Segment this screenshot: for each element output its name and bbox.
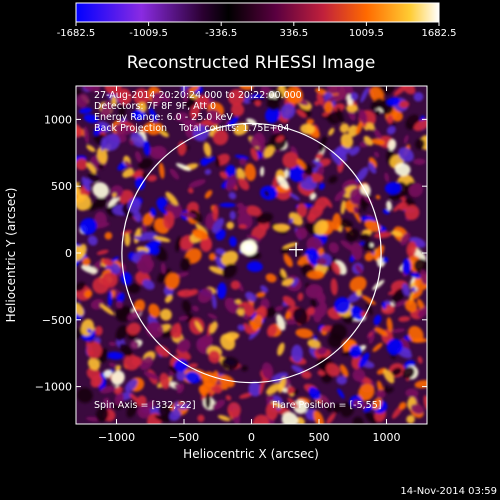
x-tick-label: −1000 [98, 431, 135, 444]
footer-timestamp: 14-Nov-2014 03:59 [400, 486, 497, 497]
x-tick-label: 1000 [373, 431, 401, 444]
info-line-4: Back Projection Total counts: 1.75E+04 [94, 123, 290, 134]
plot-area: −1000 −500 0 500 1000 −1000 −500 0 500 1000 27-A… [35, 85, 428, 444]
info-line-1: 27-Aug-2014 20:20:24.000 to 20:22:00.000 [94, 90, 302, 101]
spin-axis-label: Spin Axis = [332,-22] [94, 400, 196, 411]
y-tick-label: 1000 [44, 113, 72, 126]
chart-title: Reconstructed RHESSI Image [127, 53, 376, 73]
y-axis-label: Heliocentric Y (arcsec) [4, 188, 18, 323]
solar-limb-circle [121, 122, 382, 384]
colorbar: -1682.5 -1009.5 -336.5 336.5 1009.5 1682.5 [57, 2, 457, 39]
colorbar-tick-label: -1682.5 [57, 28, 96, 39]
colorbar-tick-label: 336.5 [279, 28, 308, 39]
x-tick-label: −500 [169, 431, 199, 444]
colorbar-tick-label: -336.5 [205, 28, 237, 39]
info-line-3: Energy Range: 6.0 - 25.0 keV [94, 112, 233, 123]
flare-position-label: Flare Position = [-5,55] [272, 400, 381, 411]
y-tick-label: 500 [51, 180, 72, 193]
y-tick-label: 0 [65, 247, 72, 260]
y-tick-label: −1000 [35, 381, 72, 394]
x-tick-label: 500 [309, 431, 330, 444]
info-line-2: Detectors: 7F 8F 9F, Att 0 [94, 101, 216, 112]
colorbar-tick-label: 1682.5 [422, 28, 457, 39]
colorbar-gradient [75, 2, 440, 23]
y-tick-label: −500 [42, 314, 72, 327]
x-axis-label: Heliocentric X (arcsec) [183, 447, 319, 461]
flare-marker [289, 242, 304, 257]
colorbar-tick-label: -1009.5 [129, 28, 168, 39]
colorbar-tick-label: 1009.5 [349, 28, 384, 39]
x-tick-label: 0 [248, 431, 255, 444]
